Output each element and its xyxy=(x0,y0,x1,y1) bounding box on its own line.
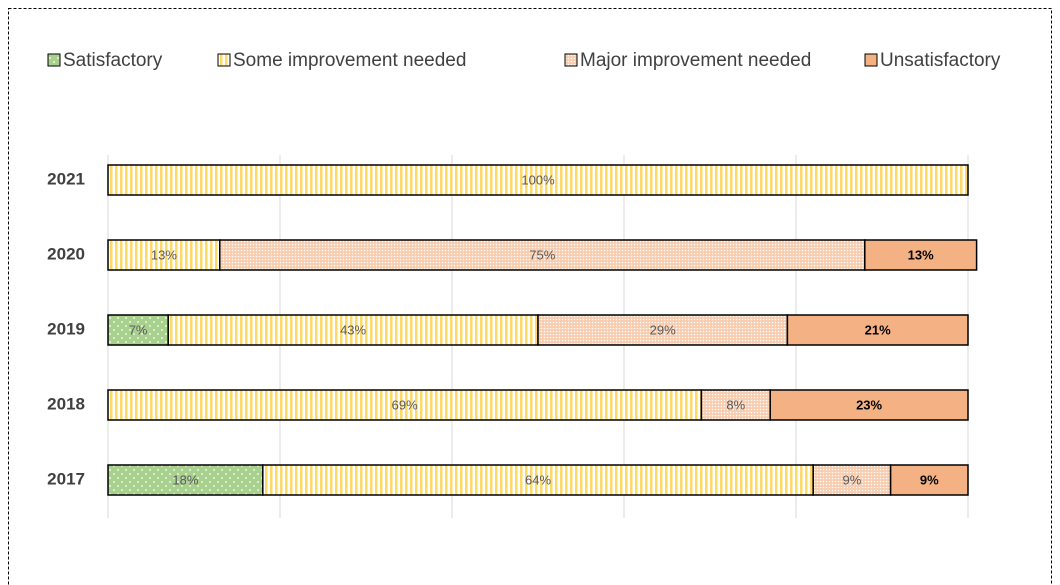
legend-swatch xyxy=(564,53,578,67)
legend-swatch xyxy=(217,53,231,67)
legend-label: Satisfactory xyxy=(63,50,163,71)
bar-segment xyxy=(700,389,771,421)
data-label: 7% xyxy=(129,322,148,337)
data-label: 21% xyxy=(865,322,891,337)
data-label: 29% xyxy=(650,322,676,337)
data-label: 18% xyxy=(172,472,198,487)
legend-label: Unsatisfactory xyxy=(880,50,1001,71)
bar-segment xyxy=(107,464,264,496)
y-tick-label: 2021 xyxy=(47,169,85,188)
data-label: 23% xyxy=(856,397,882,412)
y-tick-label: 2017 xyxy=(47,469,85,488)
data-label: 8% xyxy=(726,397,745,412)
bar-segment xyxy=(786,314,969,346)
bar-segment xyxy=(167,314,539,346)
bar-segment xyxy=(537,314,789,346)
bar-segment xyxy=(812,464,892,496)
data-label: 69% xyxy=(392,397,418,412)
data-label: 9% xyxy=(920,472,939,487)
bar-segment xyxy=(769,389,969,421)
data-label: 9% xyxy=(843,472,862,487)
bar-segment xyxy=(889,464,969,496)
data-label: 13% xyxy=(151,247,177,262)
data-label: 43% xyxy=(340,322,366,337)
data-label: 64% xyxy=(525,472,551,487)
data-label: 75% xyxy=(529,247,555,262)
bar-segment xyxy=(107,314,169,346)
legend-swatch xyxy=(864,53,878,67)
chart-border xyxy=(8,8,1052,585)
y-tick-label: 2020 xyxy=(47,244,85,263)
y-tick-label: 2019 xyxy=(47,319,85,338)
data-label: 100% xyxy=(521,172,555,187)
bar-segment xyxy=(864,239,978,271)
legend-label: Some improvement needed xyxy=(233,50,466,71)
data-label: 13% xyxy=(908,247,934,262)
legend-label: Major improvement needed xyxy=(580,50,811,71)
legend-swatch xyxy=(47,53,61,67)
bar-segment xyxy=(107,164,969,196)
y-tick-label: 2018 xyxy=(47,394,85,413)
bar-segment xyxy=(262,464,814,496)
bar-segment xyxy=(107,389,703,421)
